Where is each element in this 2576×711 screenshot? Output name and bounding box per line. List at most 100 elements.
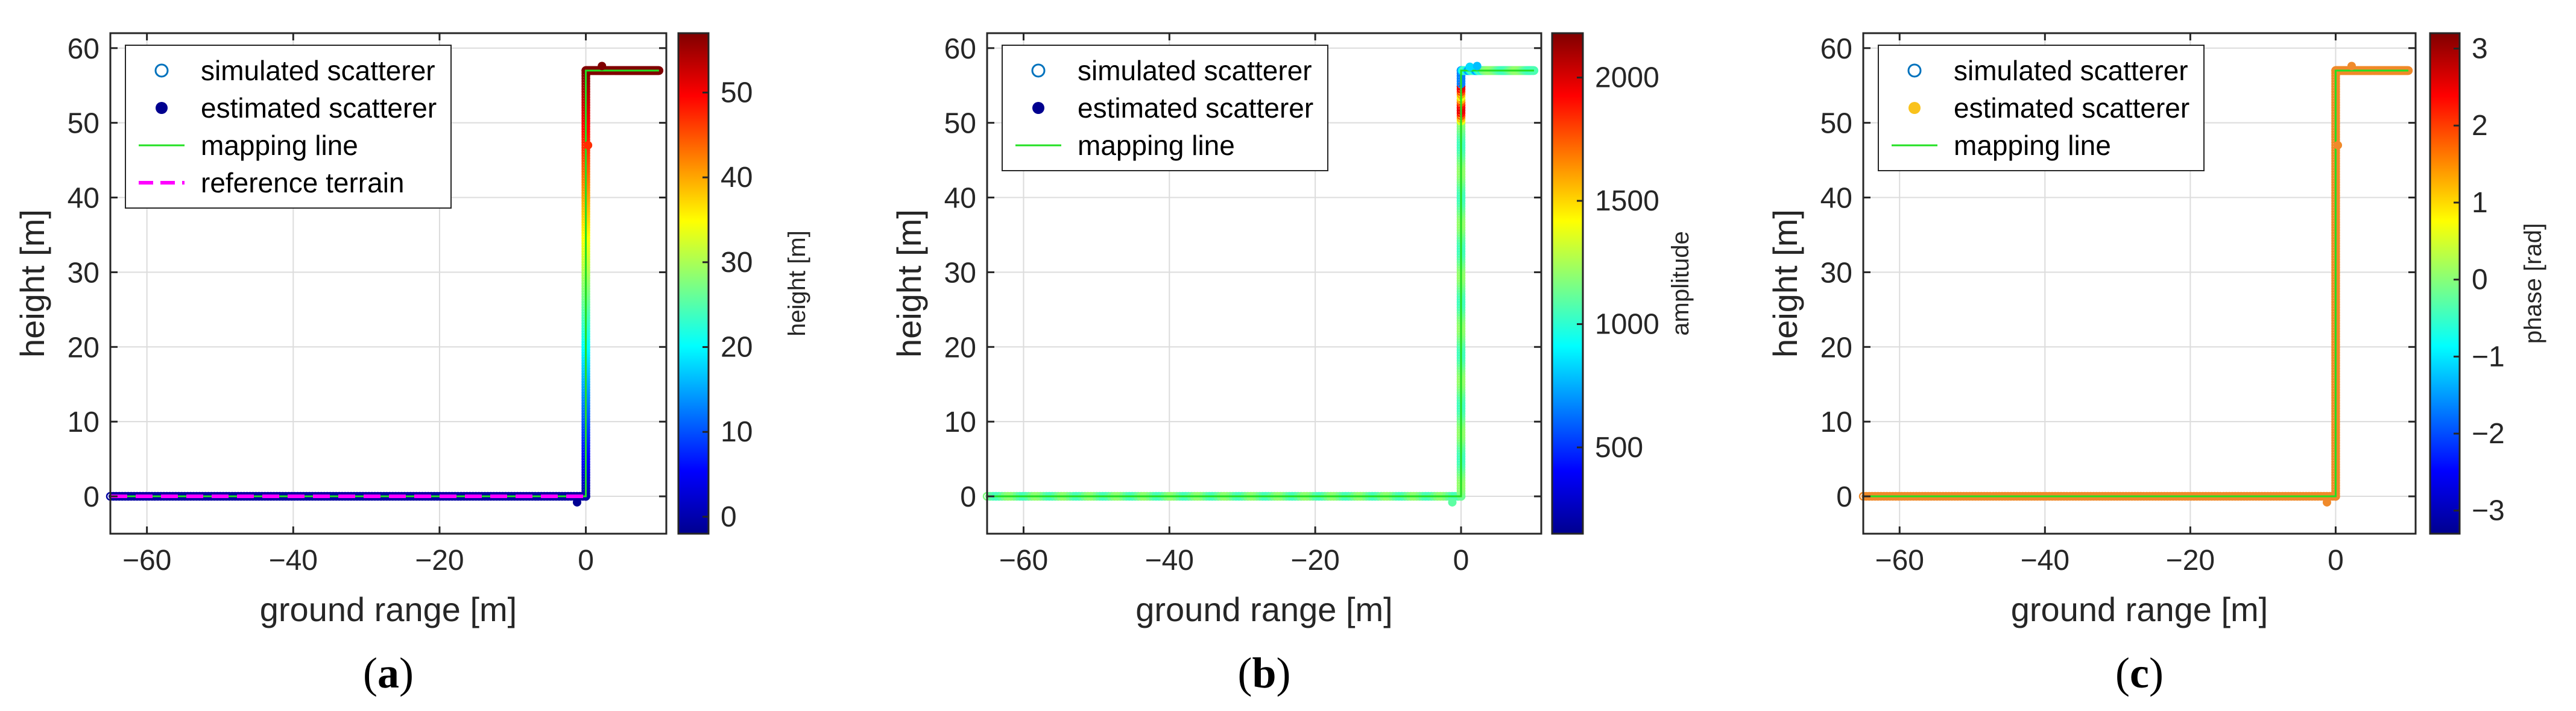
y-tick-label: 30 [944,257,976,289]
panel-letter: c [2130,649,2149,697]
colorbar-tick-label: 10 [721,416,753,448]
y-tick-label: 30 [1820,257,1852,289]
y-tick-label: 40 [68,183,99,215]
y-tick-label: 60 [944,33,976,65]
colorbar-tick-label: 2 [2472,110,2488,142]
x-tick-label: −60 [999,545,1048,577]
colorbar-label: amplitude [1667,231,1694,335]
x-tick-label: −60 [1875,545,1924,577]
y-tick-label: 60 [68,33,99,65]
x-tick-label: −20 [2166,545,2215,577]
y-tick-label: 0 [960,481,976,513]
y-tick-label: 40 [1820,183,1852,215]
x-axis-label: ground range [m] [260,590,517,628]
panel-paren-open: ( [363,649,377,697]
legend-simulated-marker [1031,63,1046,78]
estimated-scatterer-outlier [598,62,607,71]
colorbar-tick-label: 3 [2472,33,2488,65]
y-tick-label: 50 [68,108,99,140]
colorbar [677,32,710,535]
x-tick-label: −40 [1145,545,1194,577]
legend-entry-label: simulated scatterer [201,55,435,86]
x-tick-label: −40 [269,545,318,577]
panel-paren-open: ( [1237,649,1252,697]
colorbar-tick-label: −3 [2472,495,2505,527]
estimated-scatterer-outlier [1448,498,1457,507]
y-axis-label: height [m] [1766,209,1804,358]
legend-simulated-marker [1907,63,1922,78]
legend-estimated-marker [1032,102,1044,114]
colorbar-tick-label: 1 [2472,187,2488,219]
axes-frame [986,32,1542,535]
axes-frame [109,32,668,535]
legend-estimated-marker [1908,102,1921,114]
chart-panel-b: −60 −40 −20 0 0 10 20 30 40 50 60 ground range [m] h… [890,32,1694,697]
legend-entry-label: estimated scatterer [1078,92,1313,124]
legend-entry-label: mapping line [1078,130,1235,161]
y-tick-label: 10 [1820,406,1852,438]
colorbar-tick-label: −2 [2472,418,2505,450]
y-tick-label: 60 [1820,33,1852,65]
panel-paren-close: ) [1277,649,1291,697]
legend-simulated-marker [154,63,169,78]
y-tick-label: 20 [68,332,99,364]
y-tick-label: 10 [68,406,99,438]
colorbar-tick-label: 30 [721,247,753,279]
y-tick-label: 0 [1836,481,1852,513]
x-axis-label: ground range [m] [1135,590,1392,628]
legend: simulated scatterer estimated scatterer ma… [125,45,452,209]
mapping-line-series [1863,69,2408,498]
legend-entry-label: mapping line [1954,130,2111,161]
y-tick-label: 20 [1820,332,1852,364]
axes-frame [1862,32,2417,535]
colorbar-tick-label: 0 [2472,264,2488,296]
legend-entry-label: simulated scatterer [1078,55,1312,86]
estimated-scatterer-outlier [584,141,593,150]
colorbar-tick-label: 0 [721,501,737,533]
panel-paren-open: ( [2115,649,2130,697]
panel-label: (a) [363,649,414,697]
legend: simulated scatterer estimated scatterer ma… [1002,45,1328,171]
estimated-scatterer-point [2406,68,2412,74]
colorbar-tick-label: 40 [721,162,753,194]
estimated-scatterer-outlier [2322,498,2331,507]
colorbar-tick-label: 500 [1595,432,1643,464]
estimated-scatterer-outlier [2347,62,2356,71]
x-tick-label: −20 [415,545,464,577]
colorbar [1551,32,1584,535]
colorbar-tick-label: 1500 [1595,185,1659,217]
x-tick-label: −40 [2021,545,2069,577]
mapping-line-series [987,69,1534,498]
chart-panel-a: −60 −40 −20 0 0 10 20 30 40 50 60 ground range [m] h… [13,32,810,697]
panel-paren-close: ) [2149,649,2164,697]
colorbar-tick-label: 1000 [1595,308,1659,340]
legend-entry-label: estimated scatterer [1954,92,2189,124]
x-tick-label: 0 [578,545,594,577]
panel-label: (b) [1237,649,1290,697]
x-tick-label: −60 [122,545,171,577]
colorbar-tick-label: 50 [721,77,753,109]
colorbar-tick-label: 2000 [1595,62,1659,94]
estimated-scatterer-outlier [1473,62,1482,71]
colorbar [2429,32,2461,535]
estimated-scatterer-outlier [2334,141,2343,150]
legend-box [125,45,452,209]
y-tick-label: 0 [83,481,99,513]
colorbar-tick-label: −1 [2472,341,2505,373]
legend-entry-label: reference terrain [201,167,405,198]
colorbar-label: phase [rad] [2520,223,2546,344]
y-tick-label: 10 [944,406,976,438]
y-tick-label: 50 [944,108,976,140]
legend-estimated-marker [156,102,168,114]
legend-entry-label: estimated scatterer [201,92,437,124]
panel-letter: b [1252,649,1276,697]
legend-entry-label: mapping line [201,130,358,161]
estimated-scatterer-outlier [1465,62,1474,71]
y-tick-label: 50 [1820,108,1852,140]
y-axis-label: height [m] [890,209,928,358]
estimated-scatterer-point [657,68,663,74]
colorbar-tick-label: 20 [721,332,753,364]
panel-paren-close: ) [399,649,414,697]
